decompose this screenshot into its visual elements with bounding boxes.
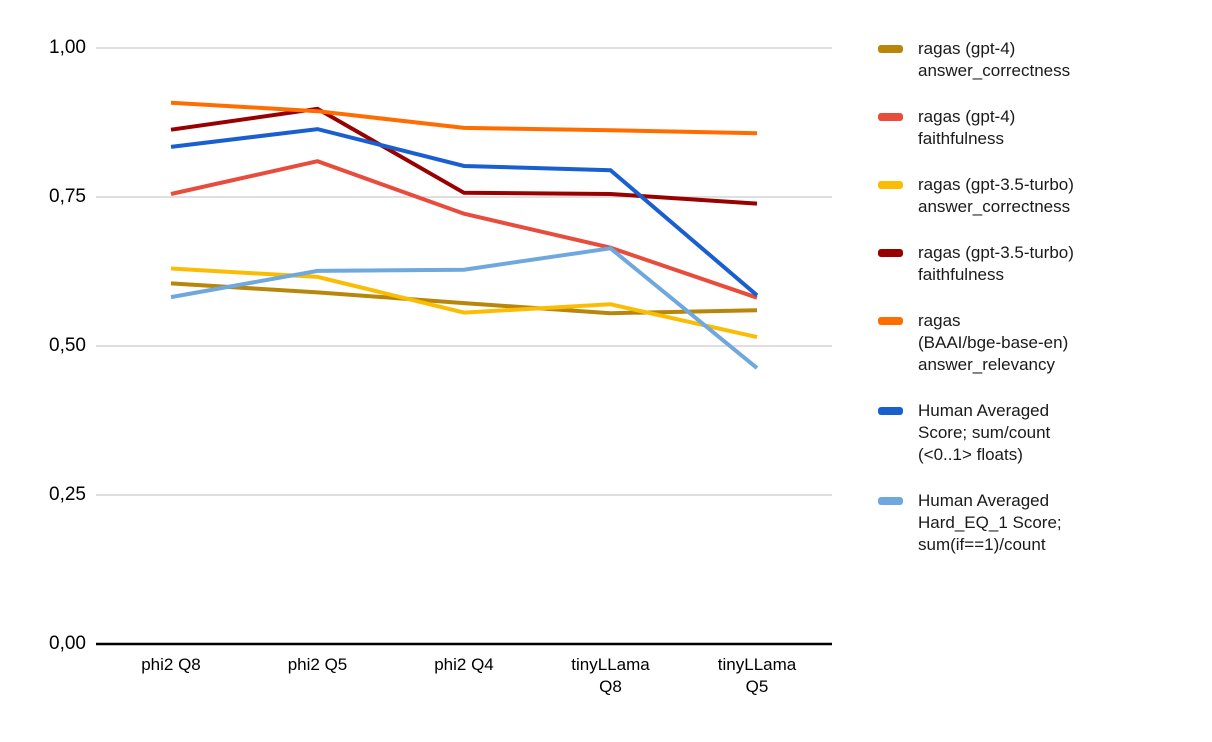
legend-label-line: Human Averaged: [918, 491, 1050, 510]
series-line-0: [170, 281, 758, 316]
legend-label: ragas (gpt-3.5-turbo) faithfulness: [918, 242, 1208, 286]
legend-label-line: Score; sum/count: [918, 423, 1051, 442]
legend-label-line: ragas (gpt-4): [918, 39, 1016, 58]
legend-entry-2[interactable]: ragas (gpt-3.5-turbo) answer_correctness: [878, 174, 1208, 218]
x-axis-category-label: tinyLLama Q8: [536, 654, 686, 698]
x-axis-label-line: phi2 Q5: [287, 655, 348, 674]
legend-entry-0[interactable]: ragas (gpt-4) answer_correctness: [878, 38, 1208, 82]
legend-color-swatch: [878, 45, 903, 53]
legend-color-swatch: [878, 317, 903, 325]
legend-entry-1[interactable]: ragas (gpt-4) faithfulness: [878, 106, 1208, 150]
legend-color-swatch: [878, 249, 903, 257]
legend-label-line: ragas: [918, 311, 961, 330]
legend-label-line: answer_correctness: [918, 197, 1071, 216]
legend-label-line: faithfulness: [918, 129, 1004, 148]
legend-label: ragas (BAAI/bge-base-en) answer_relevancy: [918, 310, 1208, 376]
legend-color-swatch: [878, 407, 903, 415]
x-axis-category-label: phi2 Q4: [389, 654, 539, 676]
legend-entry-6[interactable]: Human Averaged Hard_EQ_1 Score; sum(if==1)…: [878, 490, 1208, 556]
legend-entry-5[interactable]: Human Averaged Score; sum/count (<0..1> fl…: [878, 400, 1208, 466]
legend-label: ragas (gpt-3.5-turbo) answer_correctness: [918, 174, 1208, 218]
x-axis-category-label: phi2 Q8: [96, 654, 246, 676]
x-axis-category-label: phi2 Q5: [243, 654, 393, 676]
y-axis-tick-label: 1,00: [49, 37, 86, 58]
legend-label-line: answer_relevancy: [918, 355, 1056, 374]
series-line-1: [170, 159, 758, 300]
legend-label-line: ragas (gpt-3.5-turbo): [918, 243, 1074, 262]
legend-entry-4[interactable]: ragas (BAAI/bge-base-en) answer_relevancy: [878, 310, 1208, 376]
legend-label-line: Hard_EQ_1 Score;: [918, 513, 1062, 532]
y-axis-tick-label: 0,00: [49, 633, 86, 654]
x-axis-label-line: tinyLLama: [571, 655, 650, 674]
x-axis-label-line: phi2 Q8: [141, 655, 201, 674]
legend-label-line: (<0..1> floats): [918, 445, 1023, 464]
legend-label-line: ragas (gpt-4): [918, 107, 1016, 126]
chart-legend: ragas (gpt-4) answer_correctness ragas (g…: [878, 38, 1208, 556]
x-axis-label-line: tinyLLama: [717, 655, 797, 674]
legend-label-line: answer_correctness: [918, 61, 1071, 80]
y-axis-tick-label: 0,50: [49, 335, 86, 356]
legend-label-line: sum(if==1)/count: [918, 535, 1046, 554]
x-axis-label-line: Q8: [599, 677, 622, 696]
legend-color-swatch: [878, 497, 903, 505]
legend-color-swatch: [878, 113, 903, 121]
legend-label-line: faithfulness: [918, 265, 1004, 284]
series-line-2: [170, 266, 758, 340]
series-line-5: [170, 127, 759, 297]
series-line-6: [170, 246, 759, 370]
legend-label: ragas (gpt-4) answer_correctness: [918, 38, 1208, 82]
legend-label: Human Averaged Score; sum/count (<0..1> fl…: [918, 400, 1208, 466]
legend-label-line: Human Averaged: [918, 401, 1050, 420]
legend-label-line: (BAAI/bge-base-en): [918, 333, 1069, 352]
series-line-3: [170, 106, 758, 206]
legend-label: ragas (gpt-4) faithfulness: [918, 106, 1208, 150]
y-axis-tick-label: 0,75: [49, 186, 86, 207]
legend-color-swatch: [878, 181, 903, 189]
x-axis-label-line: phi2 Q4: [434, 655, 494, 674]
y-axis-tick-label: 0,25: [49, 484, 86, 505]
legend-entry-3[interactable]: ragas (gpt-3.5-turbo) faithfulness: [878, 242, 1208, 286]
legend-label-line: ragas (gpt-3.5-turbo): [918, 175, 1074, 194]
x-axis-category-label: tinyLLama Q5: [682, 654, 832, 698]
legend-label: Human Averaged Hard_EQ_1 Score; sum(if==1)…: [918, 490, 1208, 556]
x-axis-label-line: Q5: [745, 677, 769, 696]
series-line-4: [170, 100, 758, 136]
